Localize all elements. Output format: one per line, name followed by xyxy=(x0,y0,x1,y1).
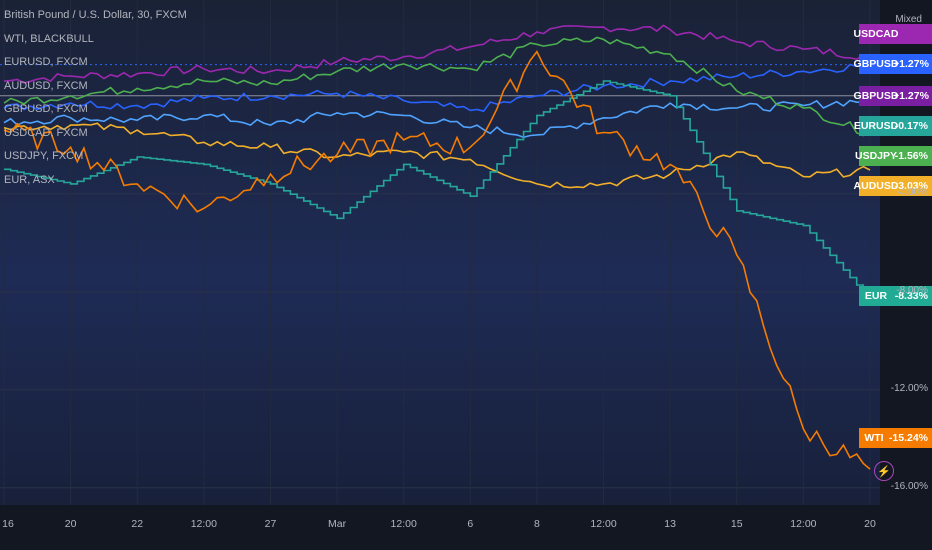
series-line-eurusd[interactable] xyxy=(3,99,871,139)
price-badge[interactable]: USDJPY -1.56% xyxy=(855,146,932,166)
legend-item[interactable]: EURUSD, FXCM xyxy=(4,56,88,68)
badge-value: -1.56% xyxy=(894,150,928,162)
series-line-audusd[interactable] xyxy=(3,122,871,189)
plot-background xyxy=(0,0,880,505)
x-tick-label: 12:00 xyxy=(190,518,217,530)
series-line-usdcad[interactable] xyxy=(3,24,871,84)
series-line-eur[interactable] xyxy=(4,80,871,300)
badge-value: -0.17% xyxy=(894,120,928,132)
badge-value: +1.27% xyxy=(893,58,929,70)
x-tick-label: 6 xyxy=(467,518,474,530)
y-tick-label: -8.00% xyxy=(896,284,928,296)
price-badge[interactable]: USDCAD xyxy=(853,24,932,44)
x-tick-label: 8 xyxy=(534,518,540,530)
x-tick-label: 16 xyxy=(2,518,14,530)
y-tick-label: -12.00% xyxy=(890,382,928,394)
legend: British Pound / U.S. Dollar, 30, FXCM WT… xyxy=(4,4,187,192)
x-tick-label: 27 xyxy=(264,518,277,530)
badge-value: -15.24% xyxy=(888,432,928,444)
y-tick-label: -4.00% xyxy=(896,186,928,198)
badge-symbol: GBPUSD xyxy=(853,90,899,102)
scale-mode-label[interactable]: Mixed xyxy=(895,14,922,25)
legend-item[interactable]: USDJPY, FXCM xyxy=(4,150,84,162)
legend-item[interactable]: WTI, BLACKBULL xyxy=(4,32,94,45)
badge-symbol: GBPUSD xyxy=(853,58,899,70)
x-tick-label: 20 xyxy=(864,518,876,530)
badge-symbol: EURUSD xyxy=(853,120,899,132)
legend-item[interactable]: AUDUSD, FXCM xyxy=(4,79,88,92)
x-tick-label: 13 xyxy=(664,518,676,530)
series-line-gbpusd[interactable] xyxy=(3,63,871,113)
price-badge[interactable]: WTI -15.24% xyxy=(859,428,932,448)
legend-item[interactable]: GBPUSD, FXCM xyxy=(4,103,88,115)
badge-value: -8.33% xyxy=(894,290,928,302)
lightning-icon[interactable]: ⚡ xyxy=(874,461,894,481)
series-line-usdjpy[interactable] xyxy=(3,36,871,137)
x-tick-label: 15 xyxy=(730,518,743,530)
grid-layer xyxy=(0,0,880,505)
y-tick-label: -16.00% xyxy=(890,480,928,492)
price-badge[interactable]: EUR -8.33% xyxy=(859,286,932,306)
badge-value: -3.03% xyxy=(894,180,928,192)
badge-value xyxy=(893,24,932,44)
price-badge[interactable]: AUDUSD -3.03% xyxy=(853,176,932,196)
legend-item[interactable]: EUR, ASX xyxy=(4,173,55,186)
x-tick-label: 20 xyxy=(64,518,77,530)
badge-symbol: USDCAD xyxy=(853,28,899,40)
price-badge[interactable]: GBPUSD +1.27% xyxy=(853,86,932,106)
series-line-wti[interactable] xyxy=(3,50,871,470)
x-tick-label: 12:00 xyxy=(390,518,417,530)
series-layer xyxy=(3,24,871,470)
x-tick-label: 12:00 xyxy=(790,518,817,530)
x-tick-label: Mar xyxy=(328,518,347,530)
x-tick-label: 12:00 xyxy=(590,518,617,530)
legend-item[interactable]: USDCAD, FXCM xyxy=(4,126,88,139)
chart-title[interactable]: British Pound / U.S. Dollar, 30, FXCM xyxy=(4,9,187,21)
x-tick-label: 22 xyxy=(131,518,144,530)
badge-value: +1.27% xyxy=(893,90,929,102)
badge-symbol: EUR xyxy=(864,290,888,302)
badge-symbol: WTI xyxy=(864,432,884,444)
badge-symbol: USDJPY xyxy=(855,150,898,162)
price-badge[interactable]: EURUSD -0.17% xyxy=(853,116,932,136)
price-badge[interactable]: GBPUSD +1.27% xyxy=(853,54,932,74)
badge-symbol: AUDUSD xyxy=(853,180,899,192)
